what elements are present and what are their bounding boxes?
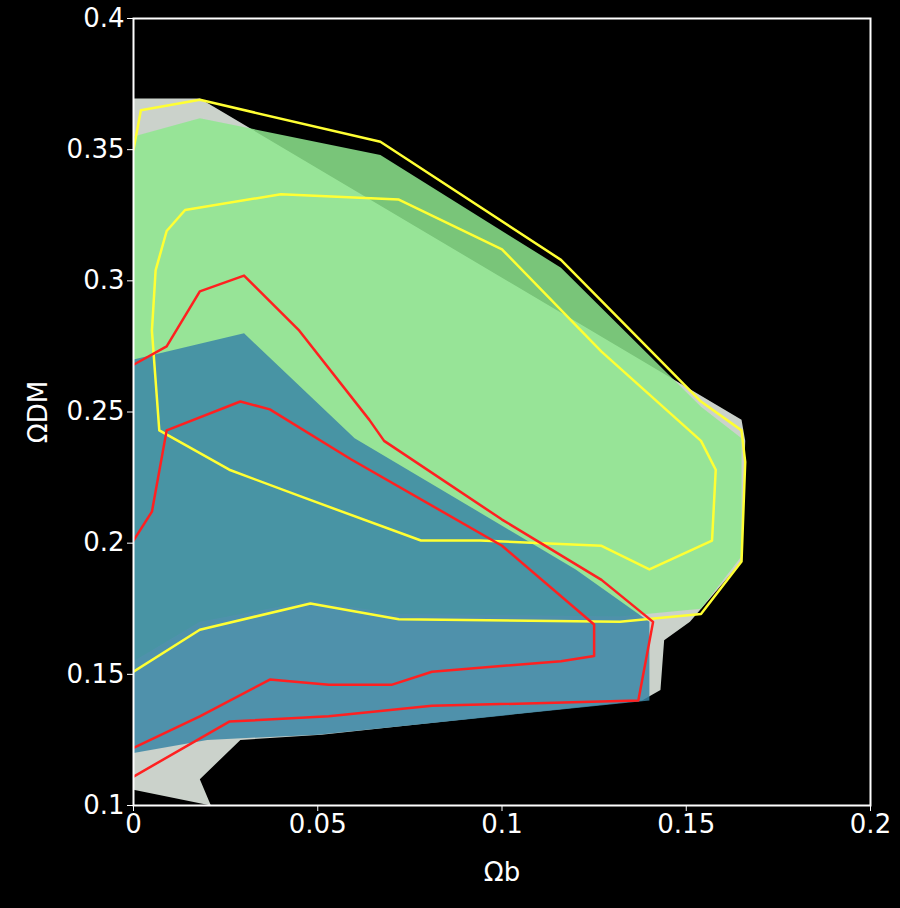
svg-text:0.1: 0.1 [83,790,124,820]
svg-text:0.05: 0.05 [289,809,347,839]
svg-text:0.2: 0.2 [83,527,124,557]
svg-text:0.15: 0.15 [657,809,715,839]
svg-text:0.2: 0.2 [850,809,891,839]
svg-text:0.35: 0.35 [67,134,125,164]
svg-text:0.3: 0.3 [83,265,124,295]
svg-text:0: 0 [125,809,142,839]
svg-text:0.15: 0.15 [67,659,125,689]
svg-text:Ωb: Ωb [484,857,520,887]
svg-text:0.1: 0.1 [481,809,522,839]
svg-text:0.25: 0.25 [67,396,125,426]
svg-text:ΩDM: ΩDM [23,381,53,443]
svg-text:0.4: 0.4 [83,3,124,33]
